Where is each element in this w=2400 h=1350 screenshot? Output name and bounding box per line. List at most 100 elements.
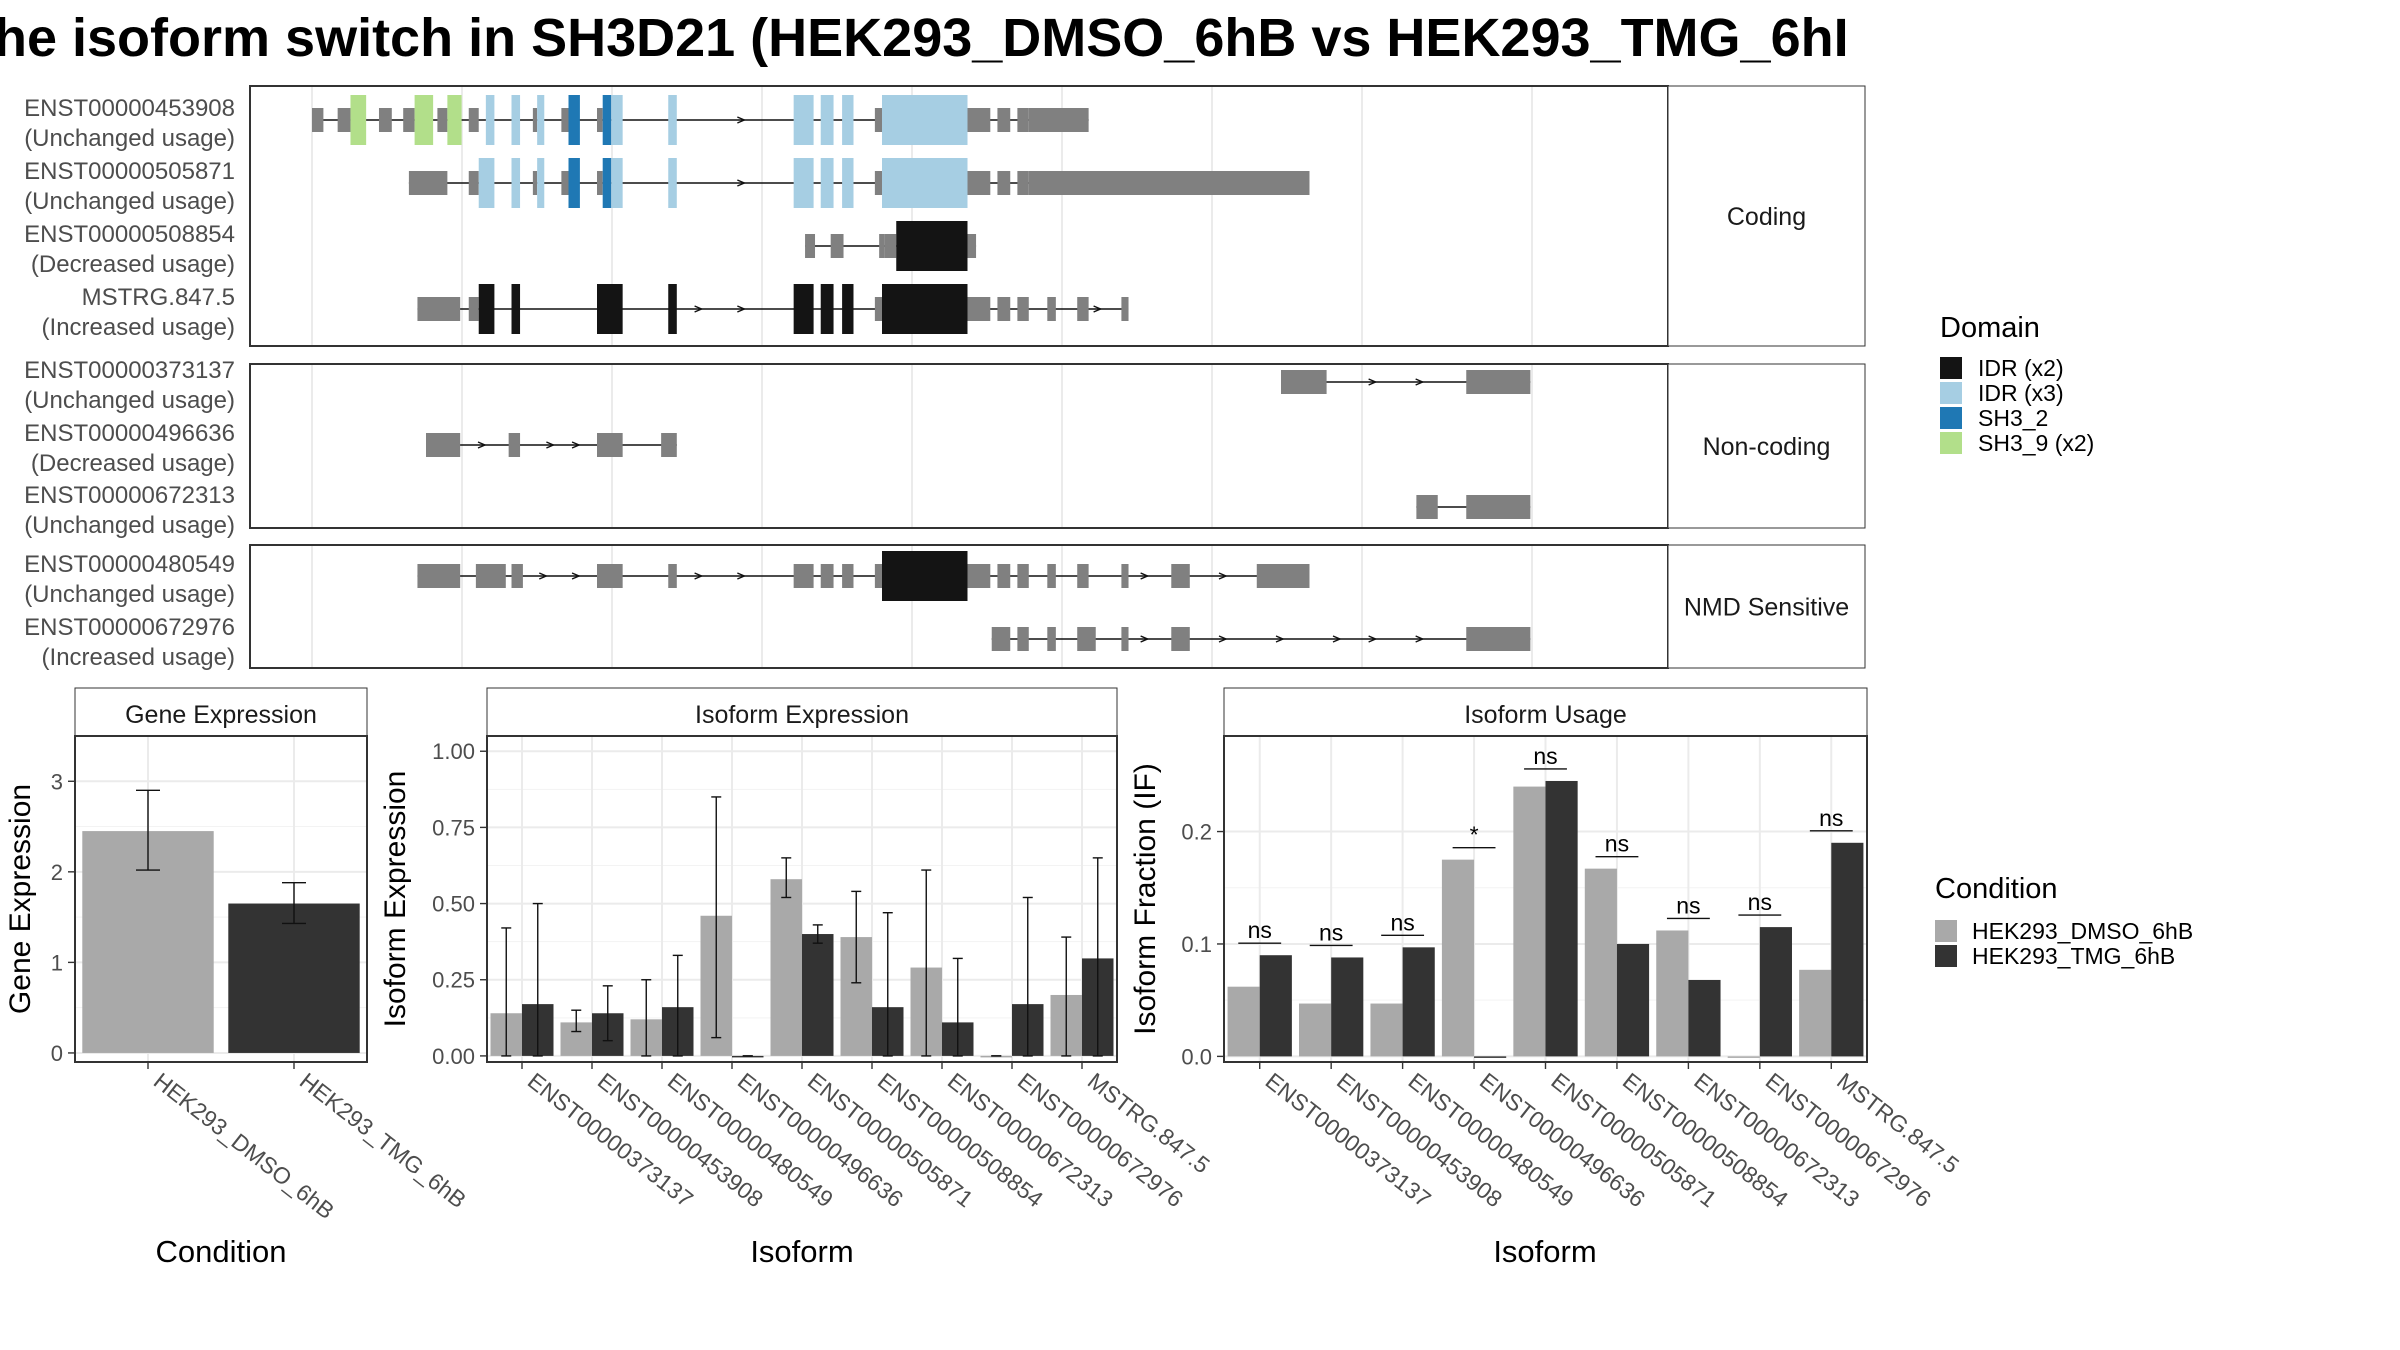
exon-utr [1077, 627, 1096, 651]
strand-arrow [694, 572, 704, 580]
transcript-id-label: ENST00000453908 [24, 95, 235, 122]
panel-strip-label: Non-coding [1703, 433, 1831, 461]
y-tick-label: 1.00 [432, 739, 475, 764]
significance-label: ns [1390, 909, 1414, 935]
panel-strip [1667, 85, 1866, 347]
bar [980, 1055, 1012, 1058]
exon-utr [967, 171, 991, 195]
exon-utr [1281, 370, 1327, 394]
panel-strip [1667, 544, 1866, 669]
exon-domain [568, 95, 580, 145]
exon-utr [597, 564, 623, 588]
exon-utr [532, 171, 538, 195]
domain-legend-swatch [1940, 432, 1962, 454]
bar [1831, 842, 1864, 1057]
exon-utr [1171, 564, 1190, 588]
exon-utr [597, 433, 623, 457]
chart-strip [74, 687, 368, 737]
strand-arrow [1140, 572, 1150, 580]
transcript-id-label: ENST00000373137 [24, 357, 235, 384]
exon-utr [403, 108, 415, 132]
exon-domain [793, 95, 814, 145]
transcript-id-label: ENST00000672313 [24, 482, 235, 509]
significance-label: ns [1676, 892, 1700, 918]
y-tick-label: 1 [51, 950, 63, 975]
bar [770, 879, 802, 1056]
bar [1474, 1056, 1507, 1058]
exon-utr [1416, 495, 1438, 519]
exon-utr [468, 108, 479, 132]
exon-utr [1256, 564, 1310, 588]
transcript-usage-label: (Increased usage) [42, 644, 235, 671]
strand-arrow [737, 179, 747, 187]
exon-domain [820, 284, 834, 334]
exon-domain [882, 551, 968, 601]
strand-arrow [1368, 635, 1378, 643]
transcript-usage-label: (Decreased usage) [31, 450, 235, 477]
exon-domain [511, 284, 521, 334]
bar [1513, 786, 1546, 1057]
transcript-row: ENST00000373137 (Unchanged usage) [24, 357, 1531, 414]
y-axis-title: Isoform Fraction (IF) [1129, 763, 1162, 1035]
y-tick-label: 0.25 [432, 968, 475, 993]
exon-utr [1171, 627, 1190, 651]
strand-arrow [571, 572, 581, 580]
exon-utr [1121, 627, 1129, 651]
exon-domain [611, 95, 623, 145]
exon-utr [1466, 495, 1531, 519]
significance-label: ns [1319, 919, 1343, 945]
domain-legend-label: IDR (x2) [1978, 355, 2064, 381]
strand-arrow [737, 305, 747, 313]
transcript-row: ENST00000453908 (Unchanged usage) [24, 95, 1089, 152]
transcript-row: ENST00000480549 (Unchanged usage) [24, 551, 1310, 608]
chart-strip [486, 687, 1118, 737]
strand-arrow [737, 116, 747, 124]
exon-utr [511, 564, 523, 588]
exon-utr [967, 564, 991, 588]
transcript-usage-label: (Unchanged usage) [24, 512, 235, 539]
strand-arrow [1415, 378, 1425, 386]
x-axis-title: Isoform [1493, 1234, 1596, 1269]
exon-domain [896, 221, 968, 271]
y-tick-label: 0.50 [432, 892, 475, 917]
transcript-usage-label: (Increased usage) [42, 314, 235, 341]
strand-arrow [1275, 635, 1285, 643]
transcript-id-label: ENST00000480549 [24, 551, 235, 578]
exon-utr [426, 433, 461, 457]
exon-utr [1466, 627, 1531, 651]
significance-label: ns [1819, 805, 1843, 831]
strand-arrow [694, 305, 704, 313]
bar [1227, 986, 1260, 1057]
exon-utr [991, 627, 1011, 651]
bar [1545, 780, 1578, 1057]
transcript-row: ENST00000496636 (Decreased usage) [24, 420, 677, 477]
y-tick-label: 0.75 [432, 815, 475, 840]
exon-utr [1017, 108, 1029, 132]
exon-utr [597, 108, 603, 132]
transcript-id-label: ENST00000508854 [24, 221, 235, 248]
exon-utr [874, 564, 882, 588]
y-tick-label: 2 [51, 860, 63, 885]
significance-label: ns [1605, 831, 1629, 857]
exon-utr [1017, 297, 1029, 321]
strand-arrow [737, 572, 747, 580]
strand-arrow [1140, 635, 1150, 643]
strand-arrow [1093, 305, 1103, 313]
exon-domain [350, 95, 367, 145]
y-tick-label: 0.0 [1181, 1044, 1212, 1069]
bar [1688, 979, 1721, 1057]
y-tick-label: 0.1 [1181, 932, 1212, 957]
domain-legend-swatch [1940, 357, 1962, 379]
strand-arrow [1332, 635, 1342, 643]
exon-utr [997, 297, 1011, 321]
exon-domain [478, 284, 495, 334]
exon-domain [820, 95, 834, 145]
exon-utr [967, 297, 991, 321]
exon-utr [997, 171, 1011, 195]
transcript-id-label: ENST00000672976 [24, 614, 235, 641]
